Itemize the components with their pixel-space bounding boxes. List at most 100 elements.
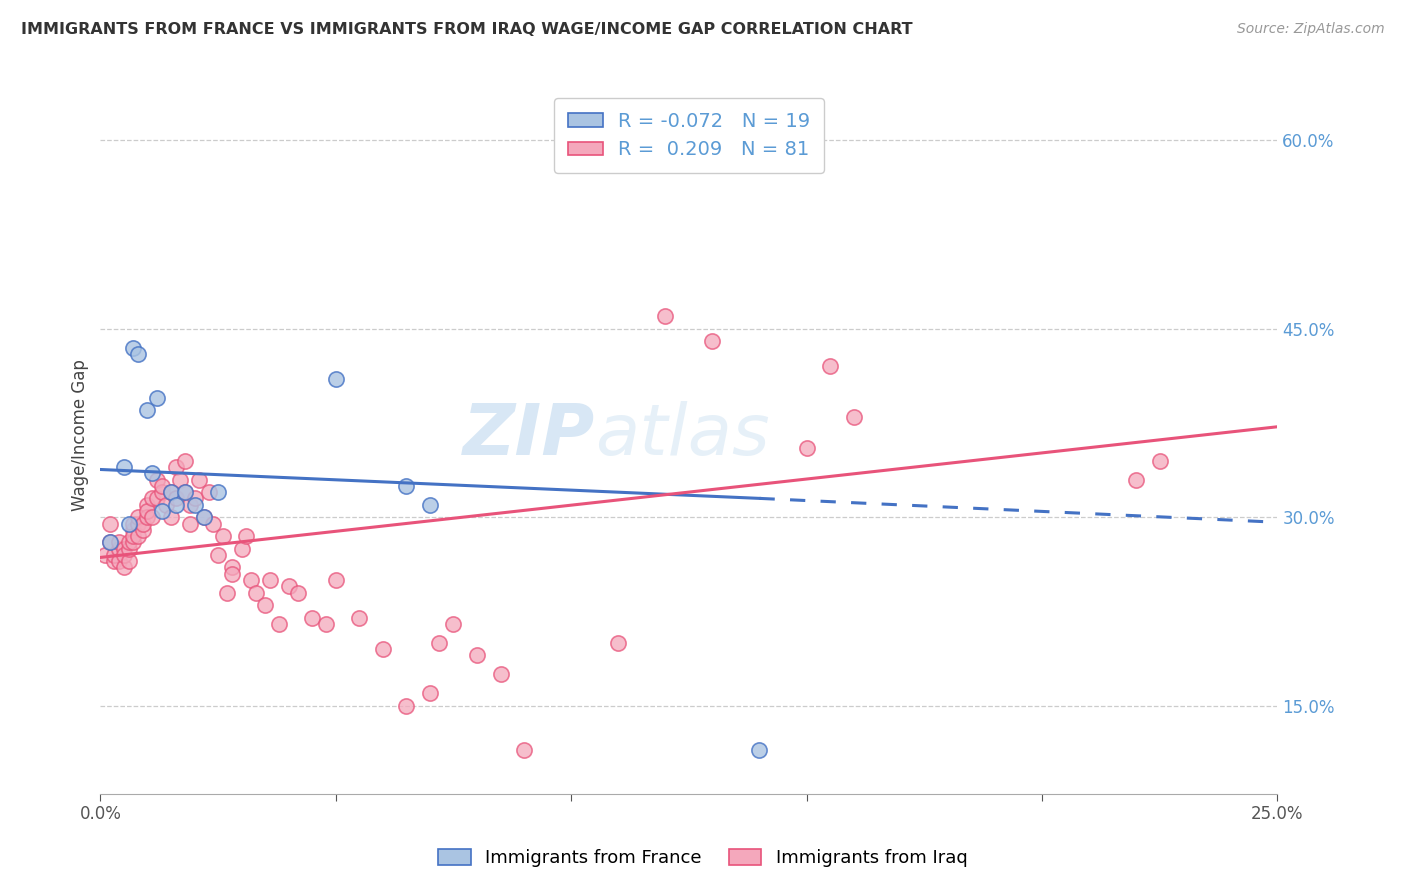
Point: [395, 479, 418, 493]
Point: [117, 541, 139, 556]
Point: [174, 485, 197, 500]
Point: [193, 510, 215, 524]
Point: [103, 554, 125, 568]
Point: [132, 523, 155, 537]
Point: [127, 347, 149, 361]
Point: [108, 554, 131, 568]
Point: [654, 309, 676, 323]
Point: [193, 510, 215, 524]
Point: [748, 742, 770, 756]
Point: [146, 491, 169, 506]
Point: [419, 686, 441, 700]
Point: [160, 485, 183, 500]
Point: [1149, 453, 1171, 467]
Point: [301, 611, 323, 625]
Point: [132, 516, 155, 531]
Point: [427, 636, 450, 650]
Point: [183, 491, 205, 506]
Point: [702, 334, 724, 349]
Point: [150, 504, 173, 518]
Point: [174, 453, 197, 467]
Point: [443, 617, 465, 632]
Legend: Immigrants from France, Immigrants from Iraq: Immigrants from France, Immigrants from …: [432, 841, 974, 874]
Point: [141, 510, 163, 524]
Point: [179, 516, 201, 531]
Point: [122, 523, 145, 537]
Point: [211, 529, 233, 543]
Point: [395, 698, 418, 713]
Point: [349, 611, 371, 625]
Point: [1125, 473, 1147, 487]
Point: [136, 510, 159, 524]
Point: [150, 479, 173, 493]
Point: [160, 485, 183, 500]
Point: [146, 391, 169, 405]
Point: [127, 529, 149, 543]
Point: [325, 372, 347, 386]
Point: [287, 585, 309, 599]
Point: [842, 409, 865, 424]
Point: [197, 485, 219, 500]
Point: [160, 510, 183, 524]
Point: [141, 467, 163, 481]
Point: [94, 548, 117, 562]
Point: [202, 516, 225, 531]
Point: [136, 504, 159, 518]
Point: [165, 491, 187, 506]
Point: [221, 566, 243, 581]
Point: [112, 460, 135, 475]
Text: Source: ZipAtlas.com: Source: ZipAtlas.com: [1237, 22, 1385, 37]
Point: [98, 516, 121, 531]
Point: [165, 498, 187, 512]
Point: [796, 441, 818, 455]
Point: [122, 516, 145, 531]
Point: [325, 573, 347, 587]
Point: [489, 667, 512, 681]
Point: [146, 473, 169, 487]
Point: [141, 491, 163, 506]
Point: [150, 485, 173, 500]
Point: [235, 529, 257, 543]
Point: [465, 648, 488, 663]
Point: [117, 554, 139, 568]
Point: [112, 548, 135, 562]
Point: [245, 585, 267, 599]
Point: [103, 548, 125, 562]
Point: [122, 529, 145, 543]
Text: ZIP: ZIP: [463, 401, 595, 470]
Point: [112, 541, 135, 556]
Point: [165, 460, 187, 475]
Point: [112, 560, 135, 574]
Point: [108, 541, 131, 556]
Point: [169, 473, 191, 487]
Point: [371, 642, 394, 657]
Point: [122, 341, 145, 355]
Point: [122, 535, 145, 549]
Point: [419, 498, 441, 512]
Point: [259, 573, 281, 587]
Y-axis label: Wage/Income Gap: Wage/Income Gap: [72, 359, 89, 511]
Point: [254, 598, 277, 612]
Point: [117, 516, 139, 531]
Point: [98, 535, 121, 549]
Point: [136, 498, 159, 512]
Point: [221, 560, 243, 574]
Point: [269, 617, 291, 632]
Point: [117, 535, 139, 549]
Point: [240, 573, 263, 587]
Point: [207, 485, 229, 500]
Point: [277, 579, 299, 593]
Point: [179, 498, 201, 512]
Point: [108, 535, 131, 549]
Text: atlas: atlas: [595, 401, 769, 470]
Point: [315, 617, 337, 632]
Point: [818, 359, 841, 374]
Point: [217, 585, 239, 599]
Point: [174, 485, 197, 500]
Legend: R = -0.072   N = 19, R =  0.209   N = 81: R = -0.072 N = 19, R = 0.209 N = 81: [554, 98, 824, 173]
Point: [127, 510, 149, 524]
Point: [231, 541, 253, 556]
Point: [98, 535, 121, 549]
Point: [607, 636, 630, 650]
Text: IMMIGRANTS FROM FRANCE VS IMMIGRANTS FROM IRAQ WAGE/INCOME GAP CORRELATION CHART: IMMIGRANTS FROM FRANCE VS IMMIGRANTS FRO…: [21, 22, 912, 37]
